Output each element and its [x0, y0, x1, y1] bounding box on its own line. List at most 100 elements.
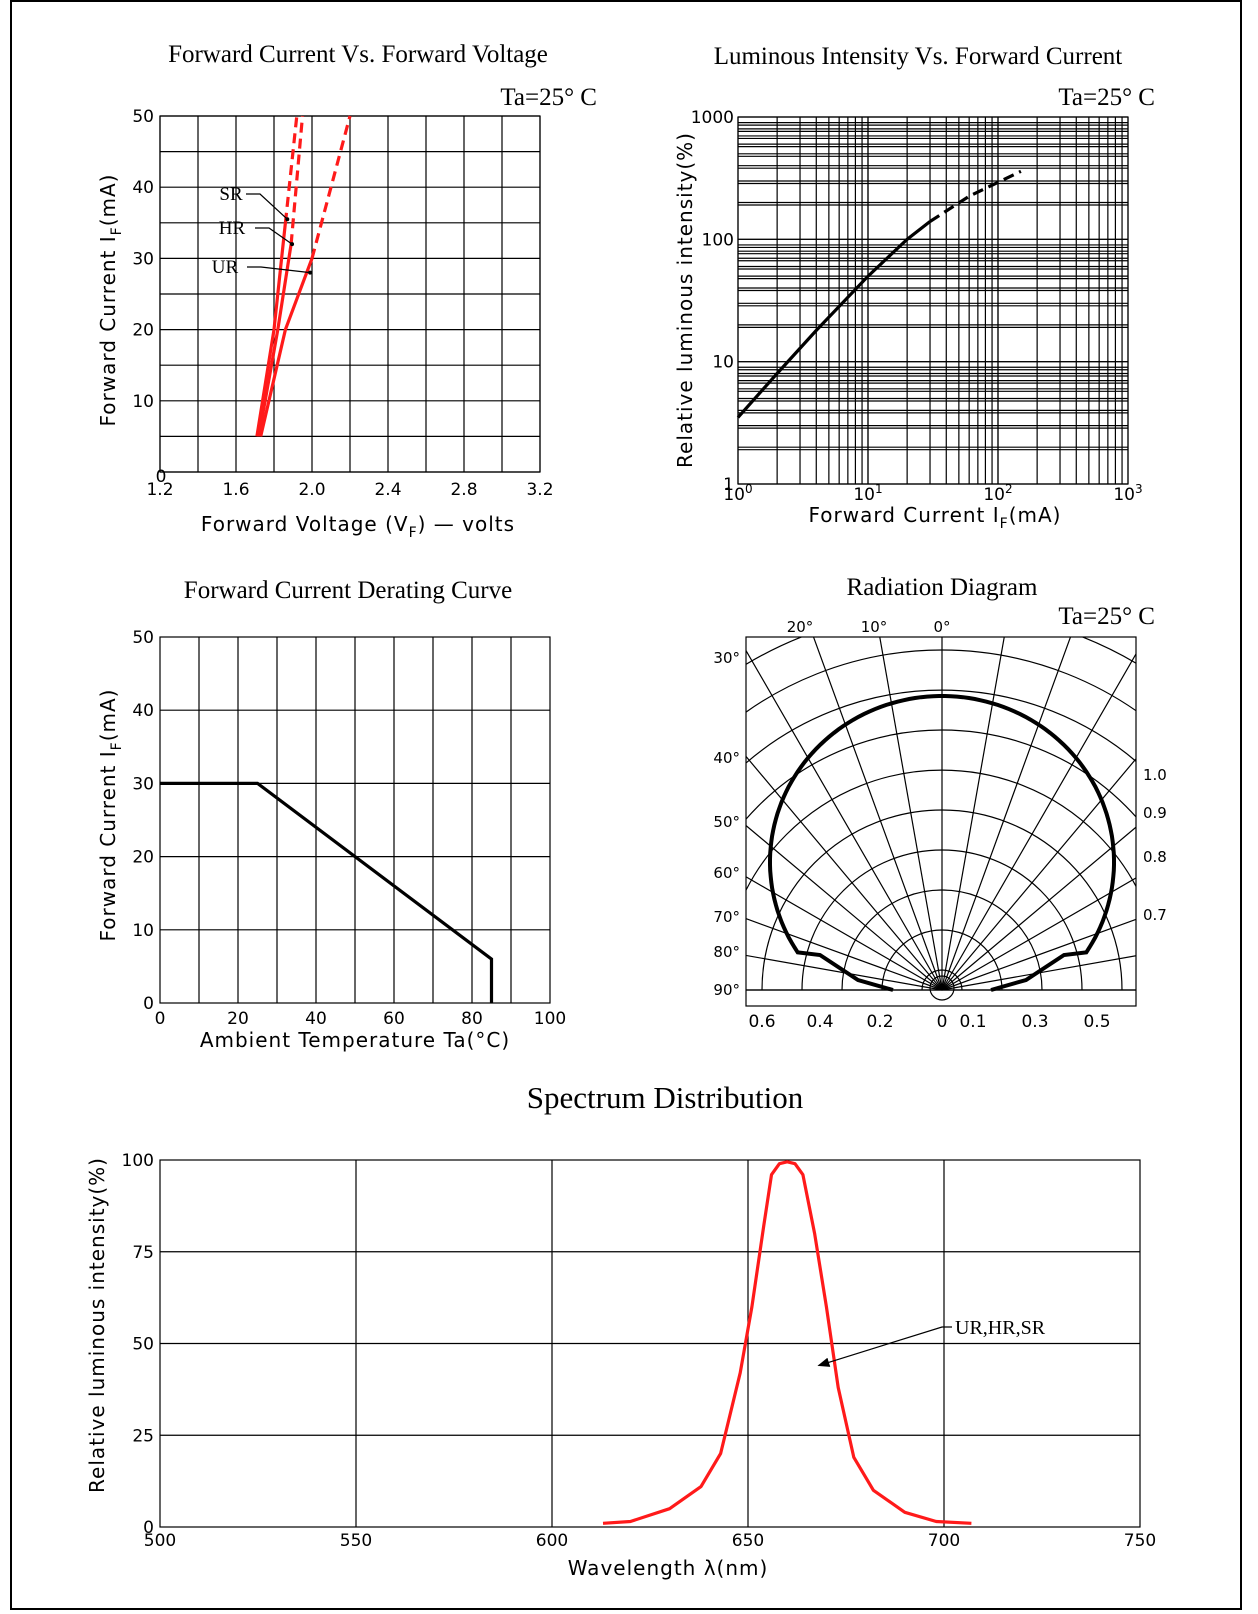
- y-tick-label: 20: [132, 321, 154, 341]
- angle-label-top: 10°: [861, 618, 888, 636]
- y-tick-label: 1: [723, 475, 734, 495]
- polar-spoke: [941, 826, 1136, 991]
- y-tick-label: 20: [132, 848, 154, 868]
- x-tick-label: 1.6: [222, 480, 249, 500]
- series-line-ur-dashed: [310, 115, 352, 259]
- chart-radiation-diagram: Radiation Diagram Ta=25° C 20° 10° 0° 30° 40…: [713, 574, 1166, 1032]
- polar-labels: 20° 10° 0° 30° 40° 50° 60° 70° 80° 90° 1.0 0.9 0.8 0.…: [713, 618, 1166, 1032]
- series-line-dashed: [929, 169, 1022, 223]
- chart-spectrum-distribution: Spectrum Distribution 500 550 600 650 700 750…: [85, 1080, 1156, 1580]
- polar-spoke: [746, 649, 943, 991]
- series-line-ur-solid: [259, 257, 314, 437]
- chart-title: Spectrum Distribution: [527, 1080, 804, 1115]
- y-tick-label: 50: [132, 107, 154, 127]
- x-tick-label: 0.1: [959, 1012, 986, 1032]
- polar-spoke: [746, 876, 943, 991]
- x-tick-label: 0.6: [748, 1012, 775, 1032]
- y-axis-label: Relative luminous intensity(%): [85, 1157, 109, 1493]
- series-line-hr-dashed: [289, 115, 305, 245]
- y-tick-label: 10: [132, 921, 154, 941]
- tick-base: 10: [723, 485, 745, 505]
- x-tick-label: 101: [853, 482, 882, 505]
- tick-base: 10: [853, 485, 875, 505]
- series-line: [602, 1160, 972, 1525]
- x-tick-label: 550: [340, 1531, 372, 1551]
- chart-derating-curve: Forward Current Derating Curve 0 20 40 60 80…: [96, 577, 566, 1052]
- x-tick-label: 600: [536, 1531, 568, 1551]
- leader-arrowhead: [290, 242, 295, 247]
- center-circle: [929, 975, 955, 1001]
- angle-label-left: 70°: [713, 908, 740, 926]
- y-tick-labels: 10 20 30 40 50: [132, 107, 154, 412]
- polar-spoke: [879, 637, 943, 991]
- tick-exponent: 3: [1135, 482, 1143, 496]
- x-axis-label: Forward Current IF(mA): [808, 503, 1061, 532]
- y-tick-label: 1000: [691, 108, 734, 128]
- y-tick-labels: 0 10 20 30 40 50: [132, 628, 154, 1014]
- x-tick-label: 0.4: [806, 1012, 833, 1032]
- leader-arrowhead: [285, 217, 290, 222]
- x-tick-labels: 1.2 1.6 2.0 2.4 2.8 3.2: [146, 480, 553, 500]
- series-line-solid: [736, 220, 931, 419]
- radiation-curve: [768, 694, 1116, 992]
- y-tick-label: 40: [132, 701, 154, 721]
- intensity-label: 0.9: [1143, 804, 1167, 822]
- y-axis-label: Forward Current IF(mA): [96, 173, 125, 426]
- x-tick-label: 20: [227, 1009, 249, 1029]
- series-label-ur: UR: [212, 257, 239, 278]
- series-line-hr-solid: [257, 243, 293, 437]
- chart-condition: Ta=25° C: [1058, 603, 1155, 630]
- plot-grid: [159, 636, 551, 1004]
- angle-label-left: 60°: [713, 864, 740, 882]
- y-tick-label: 50: [132, 1335, 154, 1355]
- polar-spoke: [941, 637, 1005, 991]
- x-tick-label: 700: [928, 1531, 960, 1551]
- intensity-label: 0.7: [1143, 906, 1167, 924]
- polar-spoke: [941, 757, 1136, 991]
- y-tick-label: 10: [712, 353, 734, 373]
- chart-condition: Ta=25° C: [500, 84, 597, 111]
- x-tick-label: 750: [1124, 1531, 1156, 1551]
- y-tick-label: 10: [132, 392, 154, 412]
- tick-base: 10: [983, 485, 1005, 505]
- x-tick-label: 100: [534, 1009, 566, 1029]
- series-group: [160, 781, 494, 1003]
- plot-grid: [737, 116, 1129, 485]
- plot-grid: [159, 1159, 1141, 1528]
- plot-grid: [159, 115, 541, 473]
- x-tick-label: 0.2: [866, 1012, 893, 1032]
- y-tick-label: 50: [132, 628, 154, 648]
- polar-plot: [745, 636, 1137, 1007]
- chart-condition: Ta=25° C: [1058, 84, 1155, 111]
- polar-spoke: [746, 954, 943, 991]
- tick-exponent: 0: [745, 482, 753, 496]
- series-label-hr: HR: [219, 218, 246, 239]
- polar-spoke: [941, 918, 1136, 991]
- series-group: [255, 115, 352, 437]
- polar-spoke: [746, 755, 943, 991]
- x-tick-label: 2.4: [374, 480, 401, 500]
- plot-frame: [745, 636, 1137, 1007]
- angle-label-top: 0°: [933, 618, 950, 636]
- x-tick-label: 60: [383, 1009, 405, 1029]
- intensity-label: 1.0: [1143, 766, 1167, 784]
- angle-label-left: 90°: [713, 981, 740, 999]
- x-tick-label: 500: [144, 1531, 176, 1551]
- y-tick-label: 40: [132, 178, 154, 198]
- y-tick-label: 0: [143, 1518, 154, 1538]
- tick-exponent: 1: [875, 482, 883, 496]
- x-axis-label: Ambient Temperature Ta(°C): [200, 1028, 510, 1052]
- angle-label-left: 80°: [713, 943, 740, 961]
- angle-label-left: 40°: [713, 749, 740, 767]
- leader-arrowhead: [308, 270, 313, 275]
- x-tick-label: 2.8: [450, 480, 477, 500]
- x-tick-label: 1.2: [146, 480, 173, 500]
- angle-label-left: 50°: [713, 813, 740, 831]
- x-tick-labels: 0 20 40 60 80 100: [155, 1009, 567, 1029]
- series-line-sr-solid: [255, 222, 287, 437]
- tick-exponent: 2: [1005, 482, 1013, 496]
- series-label-sr: SR: [219, 184, 243, 205]
- chart-title: Radiation Diagram: [847, 574, 1038, 601]
- series-labels: SR HR UR: [212, 184, 313, 278]
- polar-spoke: [746, 824, 943, 991]
